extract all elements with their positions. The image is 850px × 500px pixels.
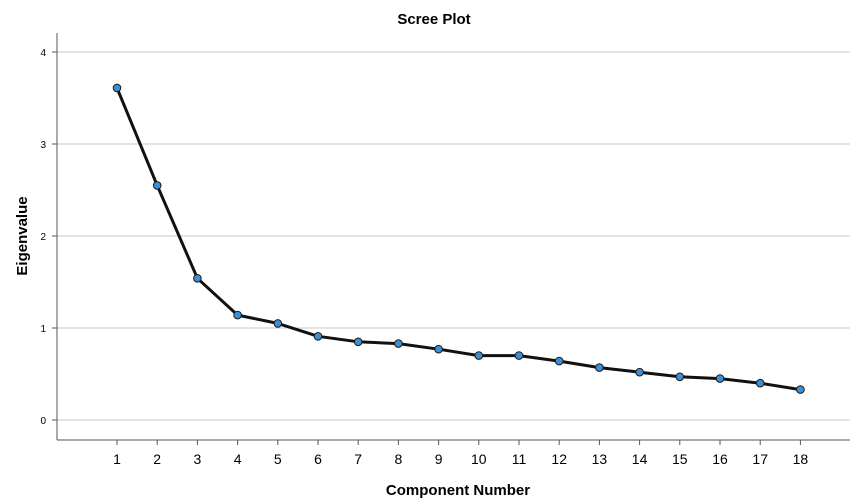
y-tick-label: 1	[40, 324, 46, 335]
x-tick-label: 1	[113, 451, 121, 467]
x-tick-label: 10	[471, 451, 487, 467]
y-tick-label: 4	[40, 48, 46, 59]
data-point	[635, 367, 644, 377]
data-point	[313, 332, 323, 341]
x-tick-label: 18	[793, 451, 809, 467]
data-point	[796, 385, 805, 394]
x-tick-label: 11	[512, 451, 527, 467]
y-tick-label: 2	[40, 232, 46, 243]
x-tick-label: 8	[395, 451, 403, 467]
x-tick-label: 17	[752, 451, 768, 467]
x-axis-ticks: 1 2 3 4 5 6 7 8 9 10 11 12 13 14 15 16 17 18	[113, 440, 808, 467]
x-tick-label: 5	[274, 451, 282, 467]
data-point	[273, 319, 283, 328]
data-points	[112, 83, 805, 394]
eigenvalue-series-line	[115, 87, 801, 392]
data-point	[193, 274, 202, 283]
x-tick-label: 9	[435, 451, 443, 467]
data-point	[595, 363, 604, 372]
x-tick-label: 15	[672, 451, 688, 467]
x-tick-label: 3	[194, 451, 202, 467]
y-axis-label: Eigenvalue	[14, 196, 31, 275]
data-point	[474, 351, 484, 360]
chart-title: Scree Plot	[397, 11, 470, 28]
y-tick-label: 0	[40, 416, 46, 427]
y-axis-ticks: 0 1 2 3 4	[40, 48, 57, 427]
data-point	[112, 83, 122, 93]
data-point	[554, 356, 564, 366]
data-point	[675, 372, 685, 382]
data-point	[233, 310, 242, 320]
x-axis-label: Component Number	[386, 482, 530, 499]
data-point	[434, 344, 443, 354]
x-tick-label: 14	[632, 451, 648, 467]
data-point	[152, 181, 162, 190]
x-tick-label: 6	[314, 451, 322, 467]
x-tick-label: 2	[153, 451, 161, 467]
data-point	[715, 374, 725, 383]
data-point	[514, 351, 524, 360]
data-point	[353, 337, 363, 347]
x-tick-label: 13	[592, 451, 608, 467]
data-point	[394, 339, 403, 348]
x-tick-label: 16	[712, 451, 728, 467]
gridlines	[57, 51, 850, 421]
data-point	[755, 378, 765, 388]
x-tick-label: 4	[234, 451, 242, 467]
x-tick-label: 12	[551, 451, 567, 467]
y-tick-label: 3	[40, 140, 46, 151]
x-tick-label: 7	[354, 451, 362, 467]
